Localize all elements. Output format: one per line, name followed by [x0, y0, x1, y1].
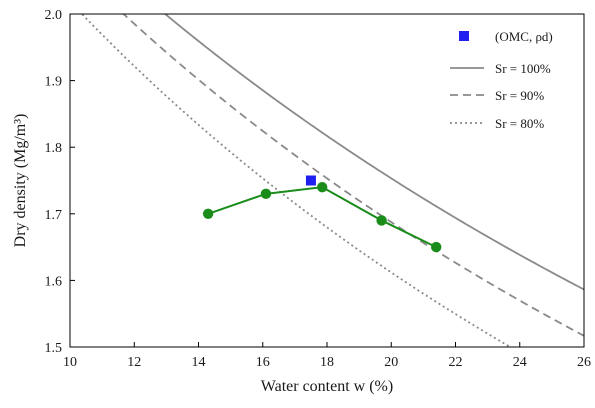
x-tick-label: 26 — [577, 355, 591, 370]
compaction-point-1 — [202, 208, 214, 219]
x-tick-label: 22 — [449, 355, 463, 370]
y-tick-label: 1.9 — [45, 75, 63, 90]
x-axis-title: Water content w (%) — [261, 378, 393, 395]
y-tick-label: 1.7 — [45, 208, 63, 223]
y-tick-label: 1.6 — [45, 274, 63, 289]
x-tick-label: 14 — [192, 355, 206, 370]
axis-ticks-group: 10 12 14 16 18 20 22 24 26 1.5 1.6 1.7 1.8 1.9 2.0 — [45, 8, 592, 370]
saturation-lines-group — [80, 14, 584, 347]
x-tick-label: 24 — [513, 355, 527, 370]
compaction-point-2 — [260, 188, 272, 200]
compaction-curve-group — [202, 175, 442, 253]
x-tick-label: 18 — [320, 355, 334, 370]
y-axis-title: Dry density (Mg/m³) — [12, 114, 29, 248]
compaction-point-5 — [431, 241, 442, 253]
x-tick-label: 16 — [256, 355, 270, 370]
legend-label-sr-90: Sr = 90% — [495, 88, 544, 103]
legend-symbol-optimum — [459, 31, 469, 41]
optimum-point-marker — [305, 175, 316, 186]
saturation-line-90 — [122, 14, 584, 337]
compaction-point-4 — [376, 215, 387, 226]
legend-label-sr-80: Sr = 80% — [495, 116, 544, 131]
compaction-curve-line — [207, 186, 437, 248]
x-tick-label: 10 — [63, 355, 77, 370]
compaction-point-3 — [316, 181, 328, 193]
x-tick-label: 12 — [127, 355, 141, 370]
y-tick-label: 1.8 — [45, 141, 63, 156]
saturation-line-100 — [163, 14, 584, 291]
x-tick-label: 20 — [384, 355, 398, 370]
legend: (OMC, ρd) Sr = 100% Sr = 90% Sr = 80% — [450, 29, 553, 131]
legend-label-optimum: (OMC, ρd) — [495, 29, 553, 44]
legend-label-sr-100: Sr = 100% — [495, 61, 551, 76]
y-tick-label: 2.0 — [45, 8, 63, 23]
y-tick-label: 1.5 — [45, 341, 63, 356]
